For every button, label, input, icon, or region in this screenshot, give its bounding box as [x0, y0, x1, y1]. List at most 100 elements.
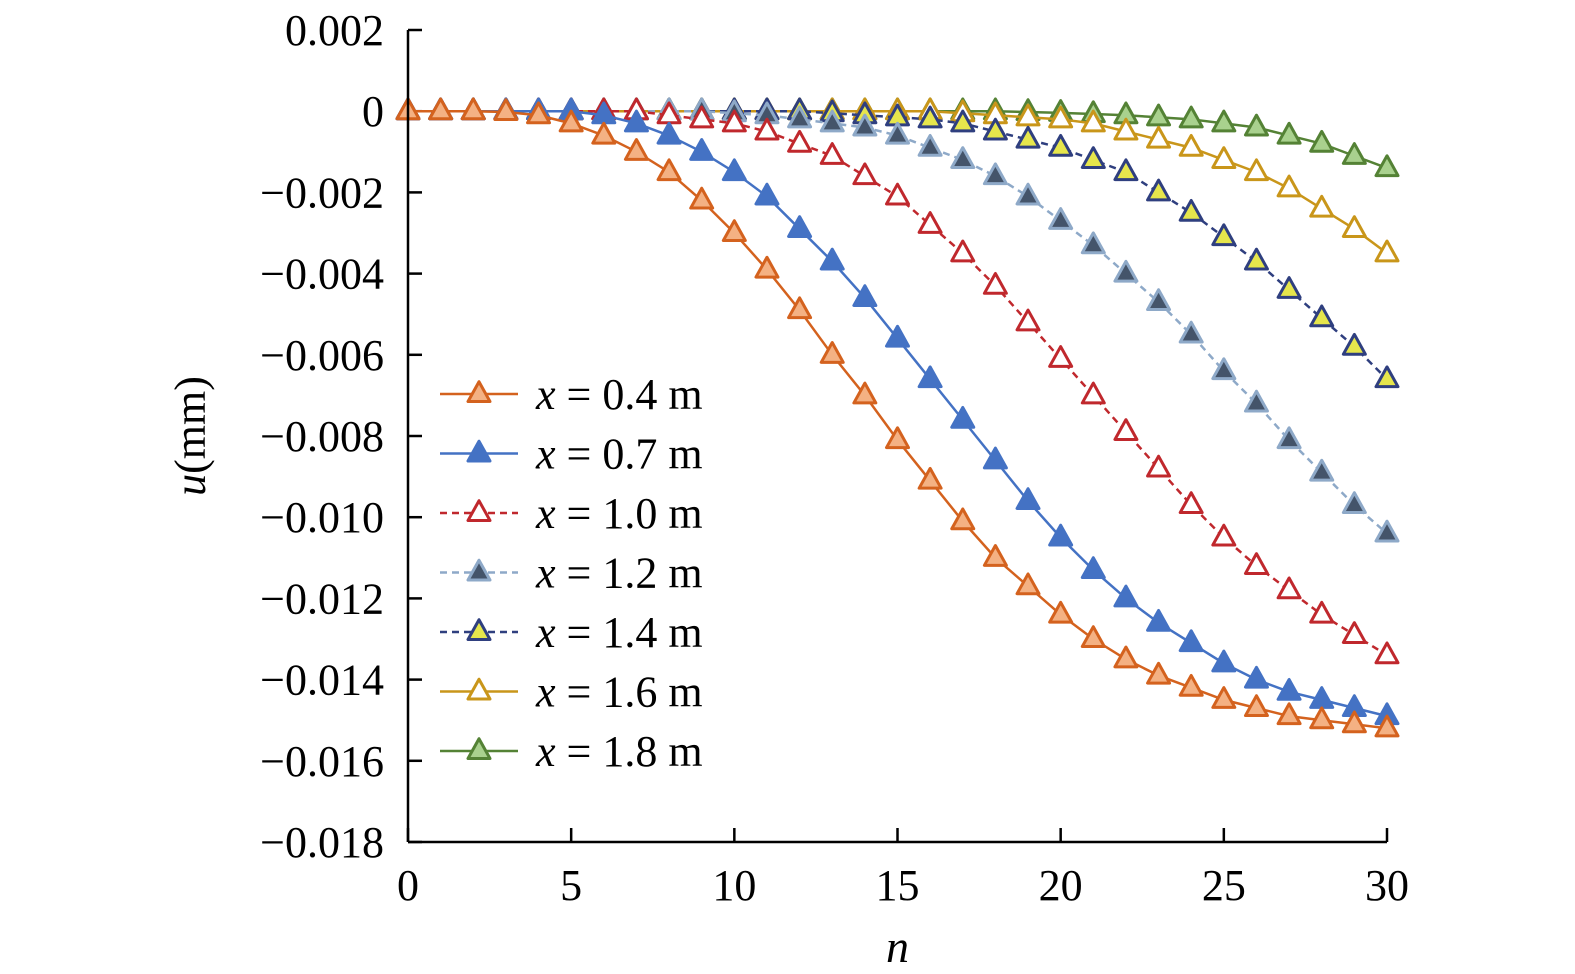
y-tick-label: −0.006 [260, 331, 384, 380]
data-point-marker [1243, 113, 1269, 137]
data-point-marker [1178, 629, 1204, 653]
data-point-marker [689, 105, 715, 129]
data-point-marker [1309, 129, 1335, 153]
legend-item: x = 1.0 m [440, 489, 703, 538]
data-point-marker [1048, 600, 1074, 624]
data-point-marker [623, 109, 649, 133]
data-point-marker [1113, 645, 1139, 669]
data-point-marker [787, 296, 813, 320]
data-point-marker [885, 324, 910, 348]
y-tick-label: −0.010 [260, 493, 384, 542]
data-point-marker [819, 341, 845, 364]
data-point-marker [1374, 239, 1400, 263]
data-point-marker [1113, 584, 1139, 608]
data-point-marker [1080, 231, 1106, 255]
data-point-marker [917, 133, 943, 157]
data-point-marker [1178, 673, 1204, 697]
data-point-marker [852, 284, 878, 307]
legend-item: x = 0.7 m [440, 430, 703, 479]
data-point-marker [656, 158, 682, 182]
data-point-marker [1243, 665, 1269, 689]
legend-marker [466, 737, 492, 761]
data-point-marker [493, 98, 519, 122]
y-axis-ticks: 0.002 0 −0.002 −0.004 −0.006 −0.008 −0.010 −0.0… [260, 6, 422, 867]
data-point-marker [1309, 600, 1335, 624]
data-point-marker [1243, 694, 1269, 718]
data-point-marker [1178, 198, 1204, 222]
y-axis-label-unit: (mm) [166, 376, 215, 474]
data-point-marker [1146, 125, 1172, 149]
legend-marker [466, 558, 492, 582]
data-point-marker [1211, 686, 1237, 709]
data-point-marker [1146, 103, 1172, 127]
data-point-marker [1276, 678, 1302, 701]
data-point-marker [917, 211, 943, 234]
series-1 [395, 97, 1400, 738]
data-point-marker [1015, 103, 1041, 127]
data-point-marker [982, 162, 1008, 186]
x-tick-label: 30 [1365, 861, 1409, 910]
data-point-marker [982, 117, 1008, 141]
data-point-marker [1113, 158, 1139, 182]
data-point-marker [787, 129, 813, 153]
data-point-marker [1178, 105, 1204, 129]
data-point-marker [950, 405, 976, 429]
data-point-marker [1276, 174, 1302, 198]
y-tick-label: −0.004 [260, 250, 384, 299]
data-point-marker [1309, 194, 1335, 218]
legend-label: x = 1.8 m [535, 727, 703, 776]
x-tick-label: 0 [397, 861, 419, 910]
data-point-marker [1276, 276, 1302, 299]
data-point-marker [689, 138, 715, 161]
data-point-marker [787, 215, 813, 238]
data-point-marker [1276, 426, 1302, 450]
data-point-marker [1341, 710, 1367, 734]
data-point-marker [754, 117, 780, 141]
data-point-marker [1048, 523, 1074, 547]
data-point-marker [917, 466, 943, 490]
legend-marker [466, 618, 492, 642]
data-point-marker [1113, 259, 1139, 283]
data-point-marker [754, 182, 780, 206]
data-point-marker [1080, 556, 1106, 580]
data-point-marker [1243, 247, 1269, 271]
legend-item: x = 1.2 m [440, 549, 703, 598]
x-tick-label: 5 [560, 861, 582, 910]
data-point-marker [721, 219, 747, 243]
data-point-marker [1178, 491, 1204, 515]
data-point-marker [526, 101, 552, 125]
legend-item: x = 1.6 m [440, 668, 703, 717]
data-point-marker [1211, 146, 1237, 169]
legend-item: x = 1.8 m [440, 727, 703, 776]
data-point-marker [1048, 345, 1074, 368]
data-point-marker [819, 109, 845, 133]
data-point-marker [1341, 142, 1367, 165]
data-point-marker [1211, 223, 1237, 247]
data-point-marker [428, 97, 454, 121]
x-axis-ticks: 0 5 10 15 20 25 30 [397, 828, 1409, 910]
data-point-marker [1243, 552, 1269, 575]
legend-marker [466, 380, 492, 404]
y-tick-label: −0.016 [260, 737, 384, 786]
data-point-marker [852, 113, 878, 137]
data-point-marker [1276, 702, 1302, 726]
data-point-marker [982, 446, 1008, 470]
data-point-marker [1146, 661, 1172, 685]
legend-marker [466, 499, 492, 523]
data-point-marker [982, 272, 1008, 295]
data-point-marker [1374, 365, 1400, 389]
data-point-marker [982, 544, 1008, 567]
data-point-marker [885, 121, 910, 145]
data-point-marker [1015, 487, 1041, 510]
y-axis-label-var: u [166, 474, 215, 496]
data-point-marker [1276, 576, 1302, 600]
y-axis-label: u(mm) [166, 376, 215, 496]
data-point-marker [1276, 121, 1302, 145]
data-point-marker [1178, 320, 1204, 344]
y-tick-label: 0.002 [285, 6, 384, 55]
data-point-marker [1374, 154, 1400, 178]
data-point-marker [1211, 649, 1237, 673]
data-point-marker [885, 182, 910, 206]
data-point-marker [1080, 109, 1106, 133]
